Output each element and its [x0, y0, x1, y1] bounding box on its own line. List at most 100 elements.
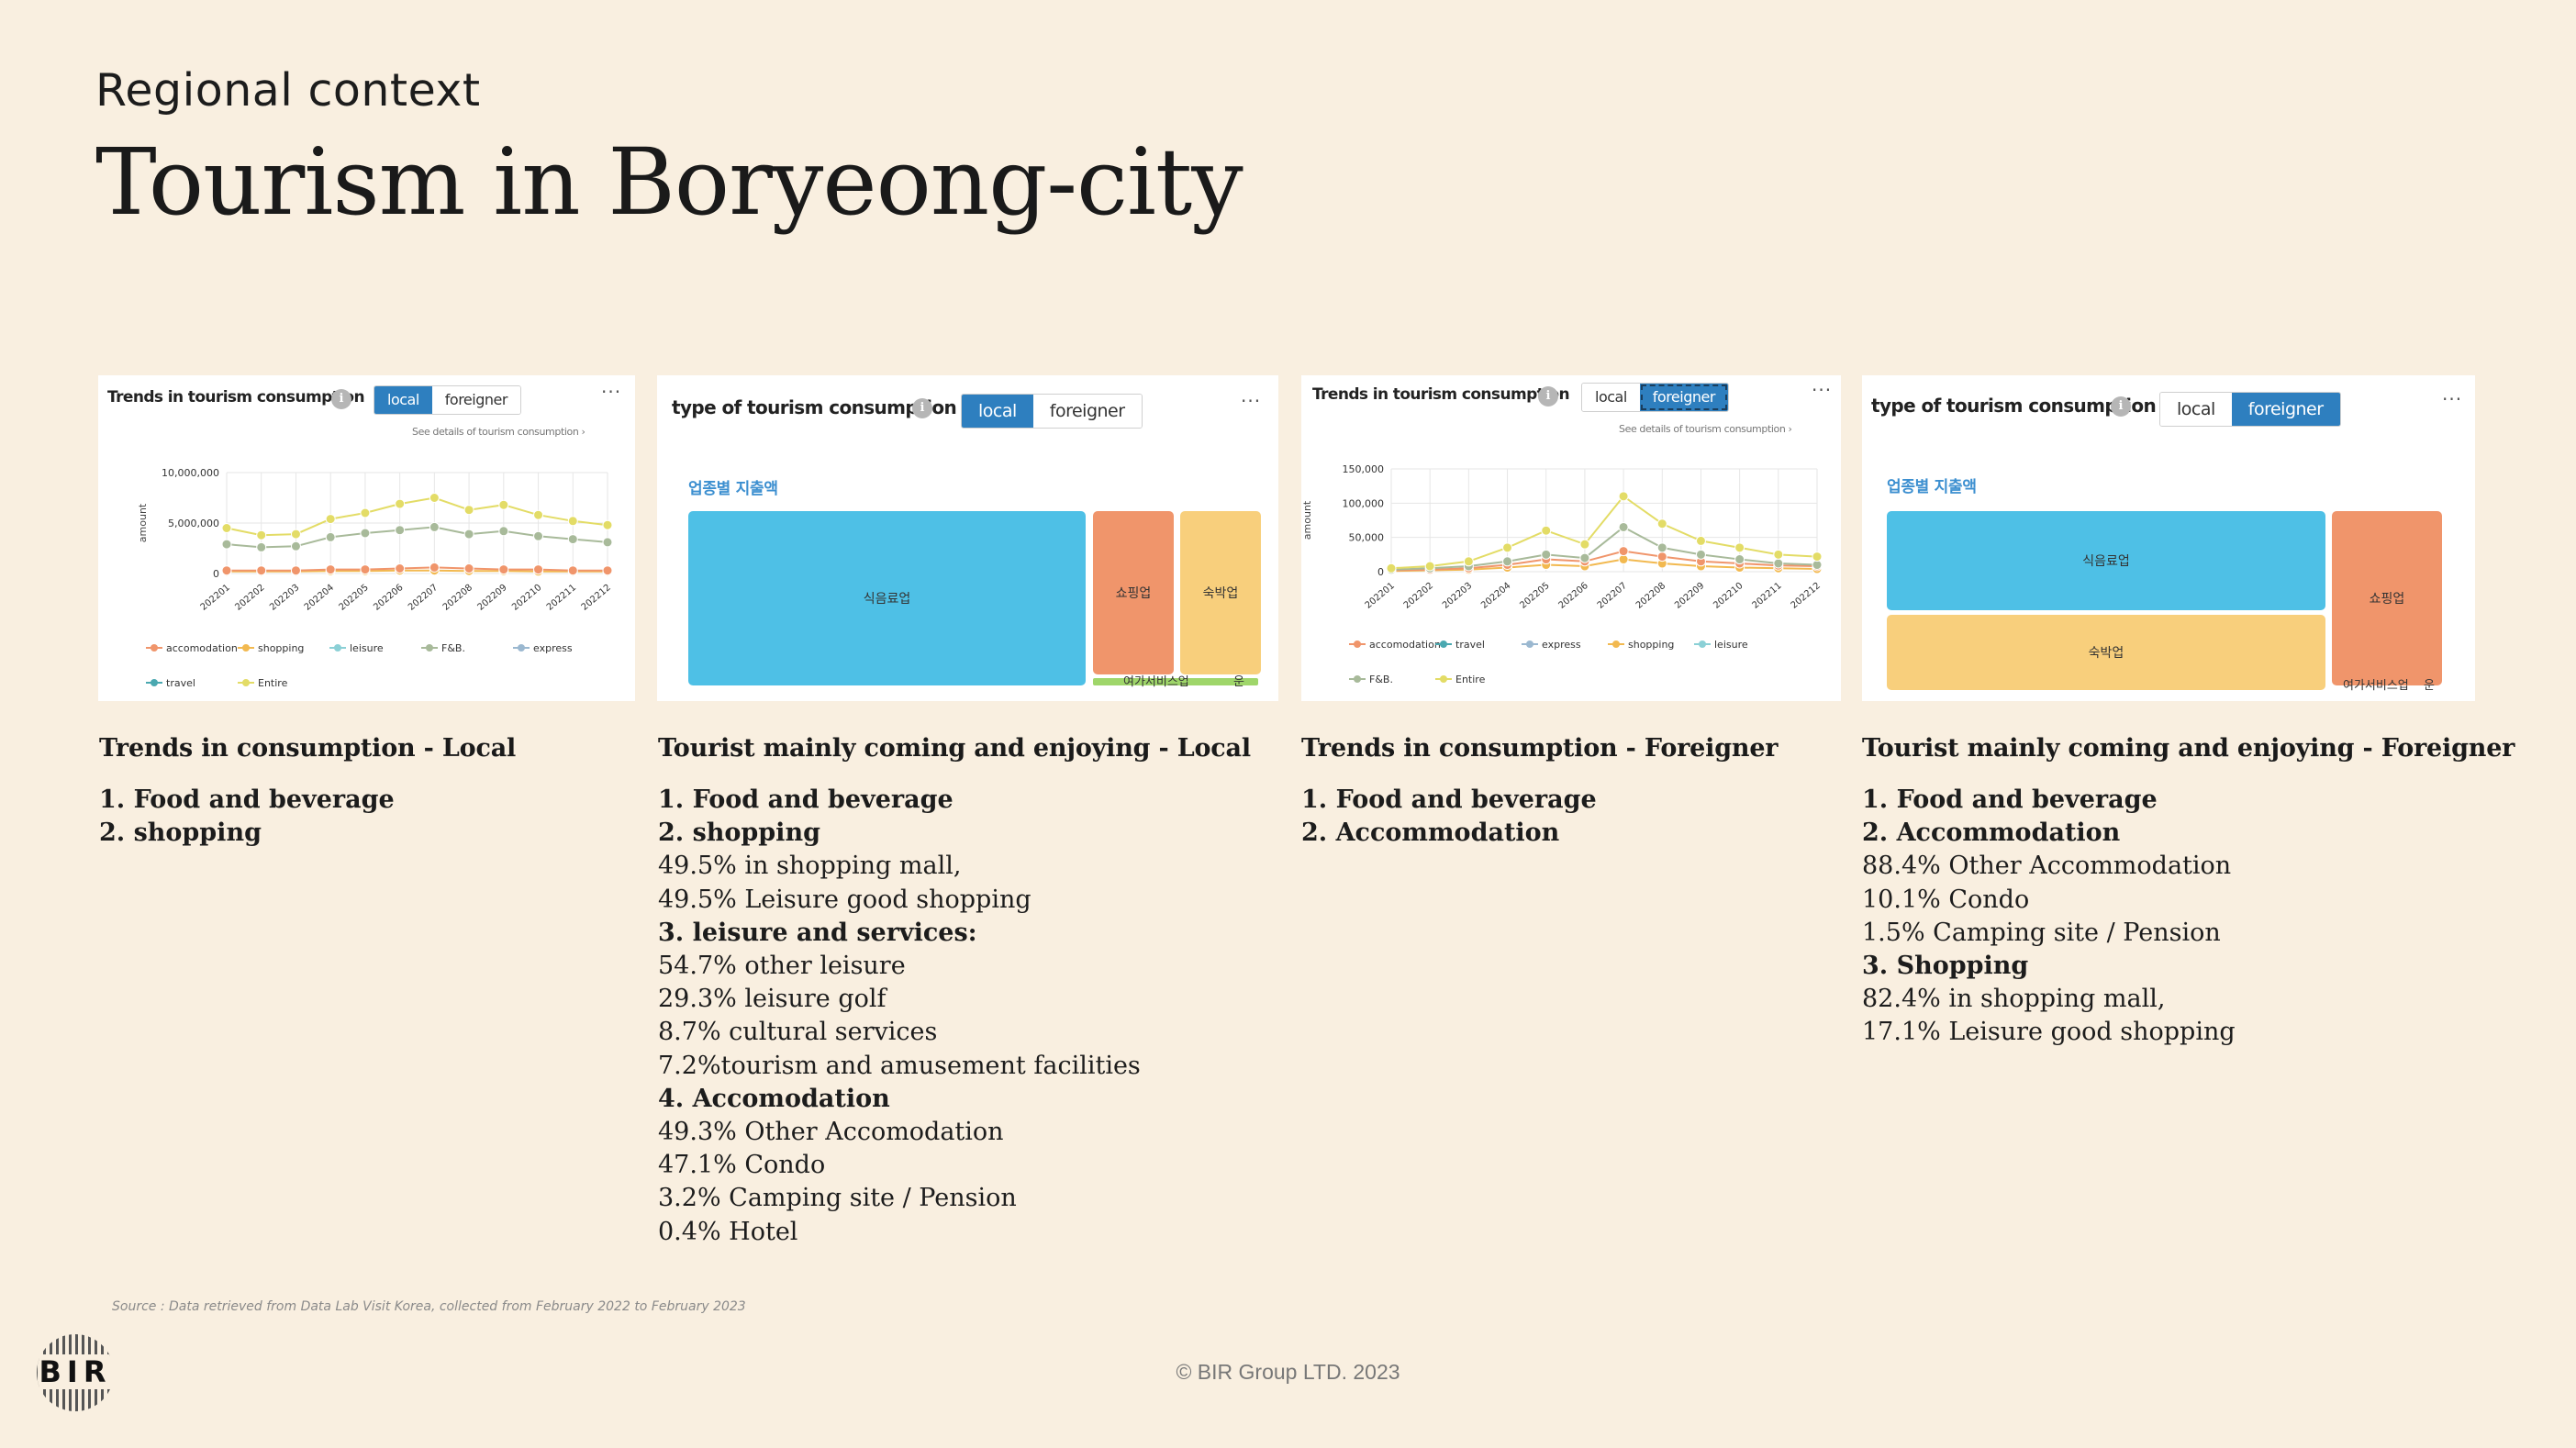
legend-label[interactable]: shopping [258, 642, 304, 654]
legend-label[interactable]: F&B. [441, 642, 465, 654]
legend-label[interactable]: leisure [1714, 639, 1748, 651]
data-point[interactable] [463, 505, 474, 516]
data-point[interactable] [256, 565, 267, 576]
data-point[interactable] [533, 564, 544, 575]
data-point[interactable] [533, 509, 544, 520]
data-point[interactable] [290, 540, 301, 551]
legend-label[interactable]: F&B. [1369, 674, 1393, 685]
data-point[interactable] [290, 565, 301, 576]
data-point[interactable] [1656, 551, 1667, 562]
data-point[interactable] [1618, 546, 1629, 557]
data-point[interactable] [1541, 549, 1552, 560]
legend-label[interactable]: travel [166, 677, 195, 689]
data-point[interactable] [533, 530, 544, 541]
data-point[interactable] [567, 565, 578, 576]
more-menu-icon[interactable]: ··· [2442, 388, 2463, 410]
data-point[interactable] [290, 529, 301, 540]
legend-label[interactable]: leisure [350, 642, 384, 654]
data-point[interactable] [360, 528, 371, 539]
legend-label[interactable]: Entire [1455, 674, 1486, 685]
series-line-entire [226, 496, 608, 537]
data-point[interactable] [1656, 542, 1667, 553]
data-point[interactable] [1656, 518, 1667, 529]
data-point[interactable] [1541, 525, 1552, 536]
data-point[interactable] [498, 526, 509, 537]
data-point[interactable] [463, 529, 474, 540]
data-point[interactable] [395, 498, 406, 509]
data-point[interactable] [395, 563, 406, 574]
data-point[interactable] [1618, 521, 1629, 532]
treemap-cell-shopping[interactable]: 쇼핑업 [2332, 511, 2442, 685]
data-point[interactable] [325, 514, 336, 525]
data-point[interactable] [498, 499, 509, 510]
data-point[interactable] [1734, 554, 1745, 565]
data-point[interactable] [221, 539, 232, 550]
legend-label[interactable]: accomodation [166, 642, 238, 654]
legend-label[interactable]: Entire [258, 677, 288, 689]
data-point[interactable] [1386, 562, 1397, 574]
info-icon[interactable]: i [1538, 386, 1558, 407]
data-point[interactable] [567, 534, 578, 545]
treemap-cell-accommodation[interactable]: 숙박업 [1180, 511, 1261, 674]
legend-label[interactable]: express [1542, 639, 1581, 651]
info-icon[interactable]: i [912, 398, 932, 418]
data-point[interactable] [1579, 539, 1590, 550]
toggle-foreigner[interactable]: foreigner [1639, 384, 1728, 411]
data-point[interactable] [429, 521, 440, 532]
toggle-local[interactable]: local [962, 395, 1033, 428]
data-point[interactable] [602, 519, 613, 530]
toggle-foreigner[interactable]: foreigner [431, 386, 520, 414]
local-foreigner-toggle: local foreigner [961, 394, 1143, 429]
copyright: © BIR Group LTD. 2023 [1176, 1360, 1400, 1384]
data-point[interactable] [429, 493, 440, 503]
data-point[interactable] [567, 516, 578, 527]
info-icon[interactable]: i [2111, 396, 2131, 417]
data-point[interactable] [602, 537, 613, 548]
toggle-foreigner[interactable]: foreigner [1032, 395, 1142, 428]
data-point[interactable] [1773, 558, 1784, 569]
data-point[interactable] [325, 531, 336, 542]
legend-label[interactable]: accomodation [1369, 639, 1441, 651]
data-point[interactable] [1424, 561, 1435, 572]
treemap-cell-shopping[interactable]: 쇼핑업 [1093, 511, 1174, 674]
data-point[interactable] [395, 525, 406, 536]
toggle-local[interactable]: local [2160, 393, 2232, 426]
info-icon[interactable]: i [331, 389, 351, 409]
data-point[interactable] [1618, 491, 1629, 502]
data-point[interactable] [360, 564, 371, 575]
data-point[interactable] [221, 523, 232, 533]
data-point[interactable] [1502, 542, 1513, 553]
data-point[interactable] [429, 562, 440, 573]
data-point[interactable] [498, 564, 509, 575]
data-point[interactable] [1502, 556, 1513, 567]
data-point[interactable] [1579, 552, 1590, 563]
data-point[interactable] [256, 541, 267, 552]
data-point[interactable] [1463, 556, 1474, 567]
toggle-foreigner[interactable]: foreigner [2231, 393, 2340, 426]
more-menu-icon[interactable]: ··· [1812, 379, 1833, 401]
legend-label[interactable]: travel [1455, 639, 1485, 651]
legend-label[interactable]: shopping [1628, 639, 1674, 651]
data-point[interactable] [1695, 549, 1706, 560]
data-point[interactable] [463, 563, 474, 574]
data-point[interactable] [256, 529, 267, 540]
see-details-link[interactable]: See details of tourism consumption › [412, 426, 585, 438]
data-point[interactable] [1773, 549, 1784, 560]
toggle-local[interactable]: local [374, 386, 432, 414]
data-point[interactable] [1812, 551, 1823, 562]
data-point[interactable] [602, 565, 613, 576]
more-menu-icon[interactable]: ··· [601, 381, 622, 403]
data-point[interactable] [1734, 542, 1745, 553]
toggle-local[interactable]: local [1582, 384, 1640, 411]
data-point[interactable] [325, 564, 336, 575]
treemap-cell-fnb[interactable]: 식음료업 [1887, 511, 2325, 610]
data-point[interactable] [1695, 535, 1706, 546]
treemap-cell-fnb[interactable]: 식음료업 [688, 511, 1086, 685]
legend-label[interactable]: express [533, 642, 573, 654]
treemap-cell-leisure[interactable] [1093, 678, 1258, 685]
treemap-cell-accommodation[interactable]: 숙박업 [1887, 615, 2325, 690]
see-details-link[interactable]: See details of tourism consumption › [1619, 423, 1792, 435]
more-menu-icon[interactable]: ··· [1241, 390, 1262, 412]
data-point[interactable] [221, 565, 232, 576]
data-point[interactable] [360, 507, 371, 518]
